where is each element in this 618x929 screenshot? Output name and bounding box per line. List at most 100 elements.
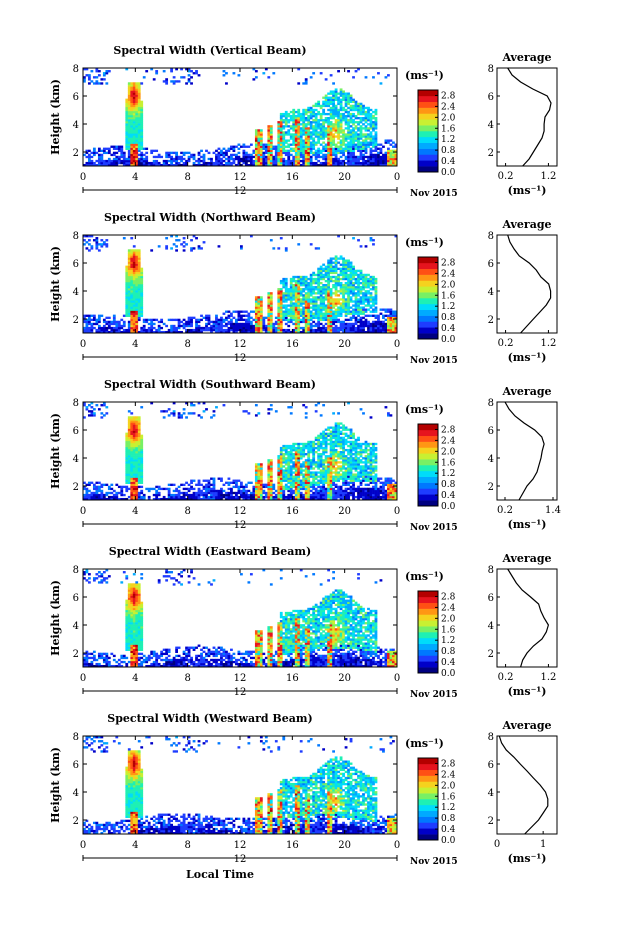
heatmap-cell (344, 312, 348, 315)
heatmap-cell (372, 302, 375, 305)
heatmap-cell (367, 127, 370, 130)
heatmap-cell (289, 284, 293, 287)
heatmap-cell (132, 267, 136, 271)
heatmap-cell (344, 96, 348, 99)
heatmap-cell (197, 157, 201, 161)
heatmap-cell (242, 410, 246, 413)
heatmap-cell (352, 328, 355, 332)
heatmap-cell (147, 318, 151, 322)
heatmap-cell (85, 328, 89, 332)
heatmap-cell (279, 151, 283, 155)
heatmap-cell (289, 294, 293, 297)
heatmap-cell (195, 159, 198, 163)
heatmap-cell (274, 161, 278, 165)
heatmap-cell (267, 312, 271, 315)
heatmap-cell (312, 292, 316, 295)
heatmap-cell (392, 312, 395, 315)
heatmap-cell (279, 318, 283, 322)
heatmap-cell (187, 80, 191, 83)
heatmap-cell (205, 326, 208, 330)
heatmap-cell (357, 102, 360, 106)
heatmap-cell (182, 483, 186, 487)
heatmap-cell (344, 288, 348, 291)
heatmap-cell (140, 292, 144, 295)
heatmap-cell (225, 497, 228, 501)
heatmap-cell (130, 159, 134, 163)
heatmap-cell (205, 495, 208, 499)
heatmap-cell (92, 147, 96, 150)
heatmap-cell (352, 131, 355, 134)
heatmap-cell (152, 78, 156, 81)
heatmap-cell (130, 436, 134, 440)
heatmap-cell (294, 306, 298, 309)
heatmap-cell (362, 330, 365, 334)
heatmap-cell (369, 159, 373, 163)
heatmap-cell (274, 151, 278, 155)
heatmap-cell (367, 296, 370, 299)
heatmap-cell (132, 151, 136, 155)
heatmap-cell (304, 110, 308, 114)
heatmap-cell (244, 322, 248, 326)
heatmap-cell (279, 149, 283, 153)
heatmap-cell (342, 133, 345, 136)
heatmap-cell (332, 314, 335, 317)
heatmap-cell (287, 304, 291, 307)
heatmap-cell (354, 288, 358, 291)
heatmap-cell (215, 491, 218, 495)
heatmap-cell (344, 261, 348, 264)
heatmap-cell (257, 161, 261, 165)
heatmap-cell (324, 161, 328, 165)
heatmap-cell (329, 92, 333, 95)
heatmap-cell (384, 76, 388, 79)
heatmap-cell (240, 322, 243, 326)
heatmap-cell (130, 294, 134, 297)
heatmap-cell (252, 485, 256, 489)
heatmap-cell (132, 324, 136, 328)
heatmap-cell (262, 143, 266, 146)
heatmap-cell (202, 485, 206, 489)
heatmap-cell (95, 322, 99, 326)
heatmap-cell (374, 139, 378, 142)
heatmap-cell (105, 328, 109, 332)
heatmap-cell (389, 320, 393, 324)
heatmap-cell (267, 328, 271, 332)
heatmap-cell (309, 108, 313, 112)
heatmap-cell (132, 125, 136, 128)
heatmap-cell (269, 151, 273, 155)
heatmap-cell (282, 135, 286, 138)
heatmap-cell (137, 92, 141, 95)
heatmap-cell (342, 277, 345, 281)
heatmap-cell (227, 481, 231, 484)
heatmap-cell (132, 302, 136, 305)
heatmap-cell (334, 288, 338, 291)
heatmap-cell (90, 495, 94, 499)
heatmap-cell (312, 302, 316, 305)
heatmap-cell (92, 239, 96, 242)
heatmap-cell (127, 467, 131, 470)
heatmap-cell (287, 125, 291, 128)
heatmap-cell (307, 147, 311, 150)
heatmap-cell (332, 261, 335, 264)
heatmap-cell (327, 119, 331, 122)
heatmap-cell (107, 159, 111, 163)
heatmap-cell (287, 489, 291, 493)
heatmap-cell (137, 426, 141, 429)
heatmap-cell (85, 247, 89, 250)
heatmap-cell (319, 300, 323, 303)
heatmap-cell (230, 324, 233, 328)
heatmap-cell (137, 455, 141, 458)
heatmap-cell (130, 273, 134, 277)
heatmap-cell (369, 284, 373, 287)
heatmap-cell (359, 104, 363, 108)
heatmap-cell (327, 310, 331, 313)
heatmap-cell (240, 314, 243, 317)
heatmap-cell (364, 277, 368, 281)
heatmap-cell (132, 98, 136, 101)
heatmap-cell (369, 139, 373, 142)
heatmap-cell (284, 119, 288, 122)
heatmap-cell (259, 324, 263, 328)
heatmap-cell (367, 163, 370, 167)
heatmap-cell (374, 288, 378, 291)
heatmap-cell (242, 145, 246, 148)
heatmap-cell (135, 249, 139, 252)
